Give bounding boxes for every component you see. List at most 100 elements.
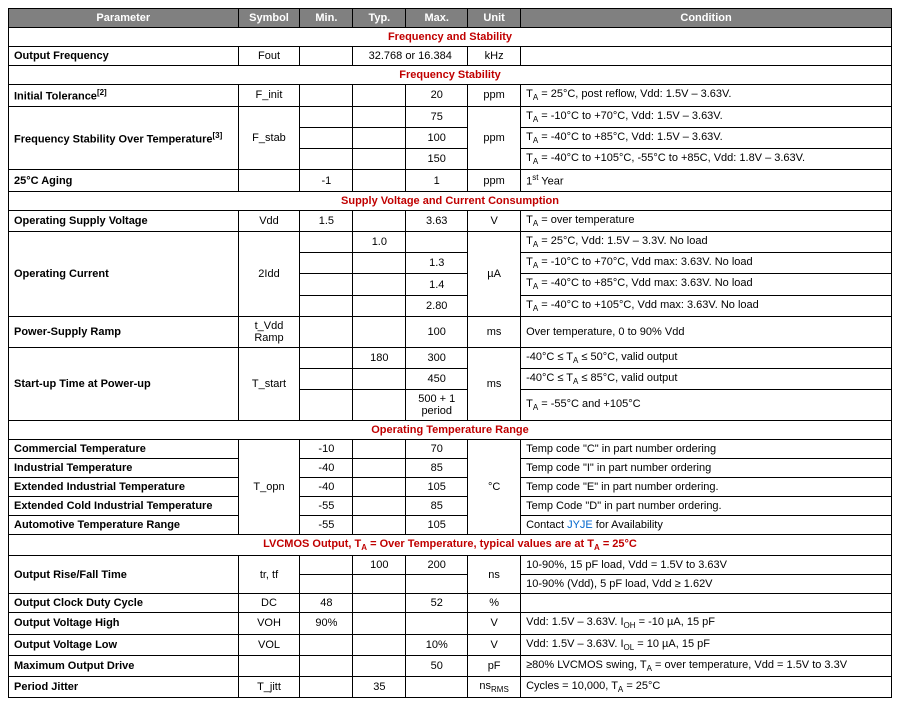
condition-cell: 10-90% (Vdd), 5 pF load, Vdd ≥ 1.62V [521,575,892,594]
table-row: Start-up Time at Power-upT_start180300ms… [9,347,892,368]
max-cell: 150 [406,149,468,170]
unit-cell: °C [468,440,521,535]
col-header: Max. [406,9,468,28]
typ-cell [353,575,406,594]
typ-cell: 180 [353,347,406,368]
min-cell [300,556,353,575]
typ-cell [353,210,406,231]
param-cell: Frequency Stability Over Temperature[3] [9,106,239,170]
min-cell: 90% [300,613,353,634]
max-cell: 10% [406,634,468,655]
condition-cell: TA = -40°C to +85°C, Vdd max: 3.63V. No … [521,274,892,295]
col-header: Symbol [238,9,300,28]
max-cell [406,232,468,253]
param-cell: Output Frequency [9,47,239,66]
max-cell: 70 [406,440,468,459]
symbol-cell: T_start [238,347,300,420]
symbol-cell: t_Vdd Ramp [238,316,300,347]
min-cell [300,47,353,66]
symbol-cell: 2Idd [238,232,300,317]
min-cell [300,274,353,295]
condition-cell: 10-90%, 15 pF load, Vdd = 1.5V to 3.63V [521,556,892,575]
max-cell: 85 [406,459,468,478]
typ-cell: 1.0 [353,232,406,253]
unit-cell: ppm [468,85,521,107]
condition-cell: TA = -55°C and +105°C [521,390,892,421]
min-cell [300,390,353,421]
symbol-cell: T_opn [238,440,300,535]
typ-cell [353,253,406,274]
typ-cell [353,390,406,421]
typ-cell [353,106,406,127]
table-row: Operating Supply VoltageVdd1.53.63VTA = … [9,210,892,231]
typ-cell [353,655,406,676]
condition-cell: -40°C ≤ TA ≤ 50°C, valid output [521,347,892,368]
condition-cell: TA = -40°C to +85°C, Vdd: 1.5V – 3.63V. [521,127,892,148]
condition-cell: Temp code "C" in part number ordering [521,440,892,459]
min-cell [300,369,353,390]
typ-cell [353,516,406,535]
min-cell [300,655,353,676]
param-cell: Extended Cold Industrial Temperature [9,497,239,516]
typ-cell [353,85,406,107]
param-cell: Output Clock Duty Cycle [9,594,239,613]
condition-cell: 1st Year [521,170,892,192]
typ-cell: 32.768 or 16.384 [353,47,468,66]
min-cell [300,232,353,253]
table-row: Extended Industrial Temperature-40105Tem… [9,478,892,497]
param-cell: Operating Supply Voltage [9,210,239,231]
min-cell: 1.5 [300,210,353,231]
condition-cell: TA = 25°C, Vdd: 1.5V – 3.3V. No load [521,232,892,253]
unit-cell: ppm [468,170,521,192]
min-cell [300,634,353,655]
max-cell: 105 [406,478,468,497]
condition-cell: Cycles = 10,000, TA = 25°C [521,676,892,697]
unit-cell: % [468,594,521,613]
max-cell: 75 [406,106,468,127]
symbol-cell: Fout [238,47,300,66]
min-cell: 48 [300,594,353,613]
typ-cell [353,170,406,192]
min-cell [300,149,353,170]
param-cell: Output Voltage Low [9,634,239,655]
typ-cell [353,369,406,390]
col-header: Condition [521,9,892,28]
max-cell: 300 [406,347,468,368]
max-cell: 100 [406,316,468,347]
condition-cell: TA = 25°C, post reflow, Vdd: 1.5V – 3.63… [521,85,892,107]
max-cell: 450 [406,369,468,390]
min-cell [300,676,353,697]
symbol-cell [238,170,300,192]
condition-cell: -40°C ≤ TA ≤ 85°C, valid output [521,369,892,390]
max-cell [406,676,468,697]
condition-cell: TA = -40°C to +105°C, -55°C to +85C, Vdd… [521,149,892,170]
max-cell: 1.4 [406,274,468,295]
unit-cell: V [468,634,521,655]
param-cell: Output Rise/Fall Time [9,556,239,594]
max-cell: 105 [406,516,468,535]
condition-cell [521,47,892,66]
max-cell: 200 [406,556,468,575]
symbol-cell: tr, tf [238,556,300,594]
table-row: Maximum Output Drive50pF≥80% LVCMOS swin… [9,655,892,676]
condition-cell: TA = -10°C to +70°C, Vdd: 1.5V – 3.63V. [521,106,892,127]
typ-cell [353,478,406,497]
table-row: Period JitterT_jitt35nsRMSCycles = 10,00… [9,676,892,697]
col-header: Parameter [9,9,239,28]
param-cell: Industrial Temperature [9,459,239,478]
param-cell: Start-up Time at Power-up [9,347,239,420]
section-header: Operating Temperature Range [9,421,892,440]
unit-cell: ms [468,347,521,420]
unit-cell: µA [468,232,521,317]
unit-cell: ppm [468,106,521,170]
typ-cell [353,634,406,655]
param-cell: Maximum Output Drive [9,655,239,676]
condition-cell: Over temperature, 0 to 90% Vdd [521,316,892,347]
table-row: Initial Tolerance[2]F_init20ppmTA = 25°C… [9,85,892,107]
min-cell [300,316,353,347]
typ-cell [353,613,406,634]
min-cell: -40 [300,478,353,497]
condition-cell: ≥80% LVCMOS swing, TA = over temperature… [521,655,892,676]
col-header: Typ. [353,9,406,28]
symbol-cell [238,655,300,676]
